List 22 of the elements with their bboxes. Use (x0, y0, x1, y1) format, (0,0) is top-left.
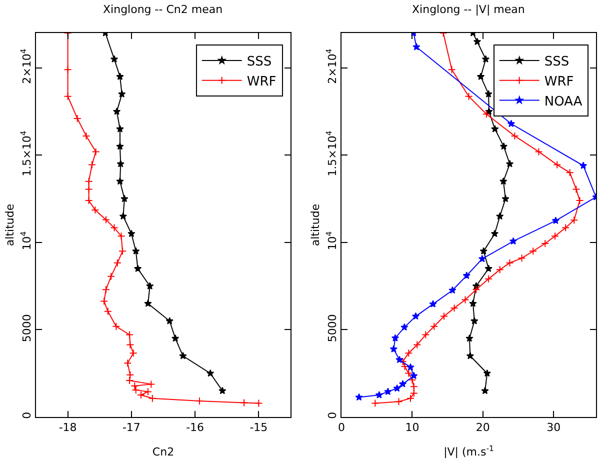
y-tick-label: 5000 (20, 314, 34, 342)
y-tick-label: 5000 (326, 314, 340, 342)
x-axis-title: |V| (m.s$^{-1}$ (444, 444, 494, 458)
legend-label: WRF (246, 74, 276, 90)
x-tick-label: -15 (250, 421, 268, 434)
y-axis-title: altitude (4, 204, 17, 246)
x-tick-label: 30 (546, 421, 561, 434)
x-tick-label: -18 (58, 421, 77, 434)
y-axis-title: altitude (309, 204, 322, 246)
legend-label: SSS (544, 54, 570, 70)
chart-title: Xinglong -- Cn2 mean (103, 3, 223, 16)
legend-label: SSS (246, 54, 272, 70)
legend-label: NOAA (544, 94, 582, 110)
legend-label: WRF (544, 74, 574, 90)
x-tick-label: 20 (476, 421, 490, 434)
x-tick-label: -17 (122, 421, 140, 434)
x-tick-label: -16 (186, 421, 204, 434)
y-tick-label: 0 (20, 412, 34, 419)
x-tick-label: 10 (405, 421, 420, 434)
y-tick-label: 0 (326, 412, 340, 419)
x-axis-title: Cn2 (152, 445, 174, 458)
chart-title: Xinglong -- |V| mean (412, 3, 525, 16)
